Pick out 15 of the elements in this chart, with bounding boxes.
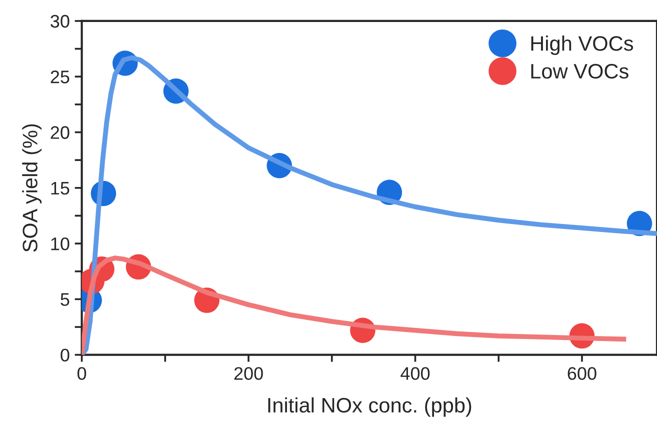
legend-label: High VOCs bbox=[531, 36, 634, 55]
x-axis-title: Initial NOx conc. (ppb) bbox=[268, 397, 472, 417]
x-tick-label: 0 bbox=[77, 367, 86, 380]
y-tick-label: 25 bbox=[50, 70, 70, 84]
y-axis-title: SOA yield (%) bbox=[22, 124, 42, 252]
y-tick-label: 0 bbox=[60, 348, 70, 362]
y-tick-label: 5 bbox=[60, 293, 70, 306]
y-tick-label: 10 bbox=[51, 237, 70, 250]
legend-label: Low VOCs bbox=[531, 64, 628, 79]
y-tick-label: 15 bbox=[51, 182, 70, 195]
x-tick-label: 600 bbox=[568, 367, 596, 380]
y-tick-label: 30 bbox=[50, 14, 70, 28]
x-tick-label: 200 bbox=[234, 367, 263, 380]
x-tick-label: 400 bbox=[400, 367, 430, 380]
y-tick-label: 20 bbox=[50, 126, 70, 139]
